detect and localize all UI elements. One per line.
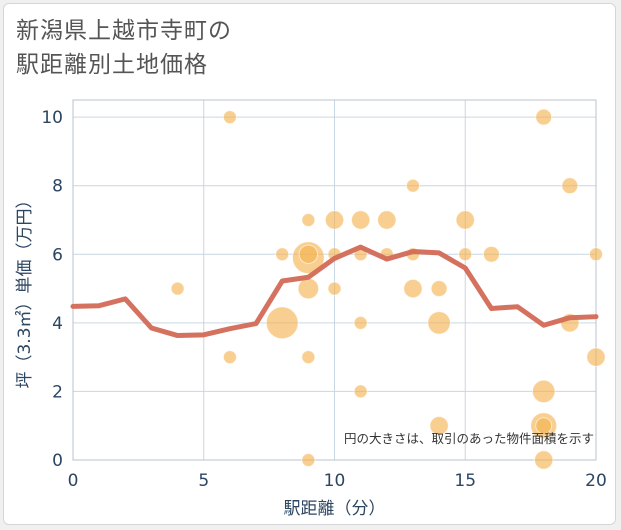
data-bubble	[222, 350, 237, 365]
data-bubble	[301, 453, 316, 467]
average-line	[70, 244, 599, 339]
x-tick-label: 5	[198, 471, 209, 491]
data-bubble	[170, 281, 185, 296]
data-bubble	[275, 247, 290, 262]
y-tick-label: 6	[52, 245, 63, 265]
data-bubble	[297, 277, 320, 300]
data-bubble	[458, 247, 473, 262]
y-tick-label: 2	[52, 382, 63, 402]
data-bubble	[455, 210, 475, 230]
y-tick-label: 0	[52, 451, 63, 471]
chart-title-line1: 新潟県上越市寺町の	[16, 18, 232, 44]
data-bubble	[353, 384, 368, 399]
data-bubble	[427, 311, 451, 335]
y-tick-label: 8	[52, 177, 63, 197]
data-bubble	[405, 178, 420, 193]
data-bubble	[429, 416, 449, 436]
data-bubble	[586, 347, 606, 367]
data-bubble	[324, 210, 345, 230]
data-bubble	[482, 245, 500, 263]
y-axis-label: 坪（3.3㎡）単価（万円）	[15, 191, 35, 388]
chart-title-line2: 駅距離別土地価格	[16, 52, 208, 78]
data-bubble	[589, 247, 603, 262]
data-bubble	[350, 210, 371, 230]
x-tick-label: 0	[68, 471, 79, 491]
data-bubble	[535, 108, 553, 126]
data-bubble	[301, 350, 316, 365]
y-tick-label: 4	[52, 314, 63, 334]
data-bubble	[298, 244, 319, 264]
bubbles	[170, 108, 606, 470]
data-bubble	[265, 306, 299, 340]
plot-frame	[72, 99, 597, 461]
data-bubble	[327, 281, 342, 296]
data-bubble	[301, 213, 316, 227]
data-bubble	[222, 110, 237, 125]
data-bubble	[535, 417, 553, 435]
x-axis-label: 駅距離（分）	[284, 499, 386, 519]
size-note: 円の大きさは、取引のあった物件面積を示す	[344, 431, 594, 446]
y-tick-label: 10	[41, 108, 63, 128]
tick-labels: 0 5 10 15 20 0 2 4 6 8 10	[41, 108, 606, 491]
grid-lines	[72, 99, 597, 461]
average-line-group	[70, 244, 599, 339]
x-tick-label: 20	[585, 471, 607, 491]
x-tick-label: 10	[324, 471, 346, 491]
data-bubble	[561, 177, 579, 195]
x-tick-label: 15	[454, 471, 476, 491]
data-bubble	[377, 210, 397, 230]
data-bubble	[430, 280, 448, 298]
data-bubble	[534, 450, 554, 470]
data-bubble	[403, 278, 423, 299]
data-bubble	[353, 315, 368, 330]
chart-title: 新潟県上越市寺町の 駅距離別土地価格	[16, 14, 232, 82]
data-bubble	[531, 379, 556, 404]
